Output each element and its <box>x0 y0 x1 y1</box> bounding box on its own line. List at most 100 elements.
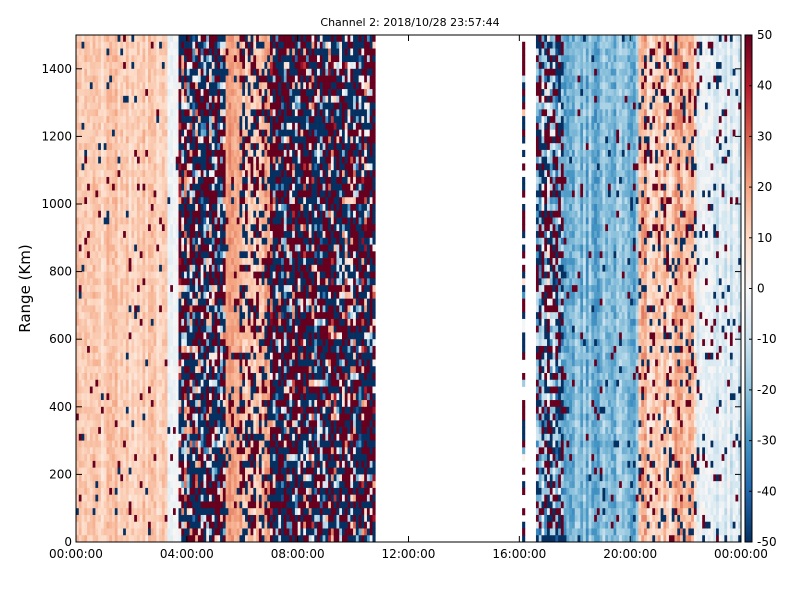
heatmap-cell <box>120 149 124 158</box>
heatmap-cell <box>245 318 249 327</box>
heatmap-cell <box>139 373 143 381</box>
heatmap-cell <box>217 149 221 158</box>
heatmap-cell <box>200 373 204 381</box>
heatmap-cell <box>128 359 132 367</box>
heatmap-cell <box>236 204 240 212</box>
heatmap-cell <box>139 298 143 306</box>
heatmap-cell <box>120 62 124 70</box>
heatmap-cell <box>197 204 202 212</box>
heatmap-cell <box>95 204 99 212</box>
heatmap-cell <box>123 345 127 354</box>
heatmap-cell <box>214 176 218 185</box>
heatmap-cell <box>186 535 190 543</box>
heatmap-cell <box>214 332 218 340</box>
heatmap-cell <box>195 528 199 536</box>
heatmap-cell <box>231 487 235 496</box>
heatmap-cell <box>81 62 85 70</box>
heatmap-cell <box>125 163 129 171</box>
heatmap-cell <box>92 224 96 232</box>
heatmap-cell <box>81 514 85 523</box>
heatmap-cell <box>170 474 174 482</box>
heatmap-cell <box>161 373 166 381</box>
heatmap-cell <box>159 82 163 90</box>
heatmap-cell <box>239 251 243 259</box>
heatmap-cell <box>231 136 235 144</box>
heatmap-cell <box>189 116 193 124</box>
heatmap-cell <box>81 494 85 502</box>
heatmap-cell <box>161 224 166 232</box>
heatmap-cell <box>220 204 224 212</box>
heatmap-cell <box>225 345 229 354</box>
heatmap-cell <box>184 102 188 110</box>
heatmap-cell <box>164 433 168 441</box>
heatmap-cell <box>175 305 179 313</box>
heatmap-cell <box>206 251 210 259</box>
heatmap-cell <box>100 156 105 164</box>
heatmap-cell <box>114 41 118 49</box>
heatmap-cell <box>109 237 113 245</box>
heatmap-cell <box>178 129 182 137</box>
heatmap-cell <box>161 89 166 97</box>
heatmap-cell <box>217 474 221 482</box>
heatmap-cell <box>192 170 196 178</box>
heatmap-cell <box>189 420 193 428</box>
heatmap-cell <box>253 41 257 49</box>
heatmap-cell <box>112 400 116 408</box>
heatmap-cell <box>145 116 149 124</box>
heatmap-cell <box>211 325 215 333</box>
heatmap-cell <box>117 176 121 185</box>
heatmap-cell <box>184 454 188 462</box>
heatmap-cell <box>87 474 91 482</box>
heatmap-cell <box>245 325 249 333</box>
heatmap-cell <box>247 366 251 374</box>
heatmap-cell <box>84 373 88 381</box>
heatmap-cell <box>76 413 80 421</box>
heatmap-cell <box>186 454 190 462</box>
heatmap-cell <box>89 400 93 408</box>
heatmap-cell <box>95 332 99 340</box>
heatmap-cell <box>164 122 168 130</box>
heatmap-cell <box>125 271 129 279</box>
heatmap-cell <box>253 210 257 218</box>
heatmap-cell <box>217 373 221 381</box>
heatmap-cell <box>203 75 207 83</box>
heatmap-cell <box>236 285 240 293</box>
heatmap-cell <box>139 251 143 259</box>
heatmap-cell <box>233 48 238 56</box>
heatmap-cell <box>253 474 257 482</box>
heatmap-cell <box>250 224 254 232</box>
heatmap-cell <box>236 156 240 164</box>
heatmap-cell <box>78 95 82 103</box>
heatmap-cell <box>231 156 235 164</box>
heatmap-cell <box>206 440 210 448</box>
heatmap-cell <box>167 339 171 347</box>
heatmap-cell <box>164 68 168 76</box>
heatmap-cell <box>81 454 85 462</box>
heatmap-cell <box>87 413 91 421</box>
heatmap-cell <box>114 190 118 198</box>
heatmap-cell <box>100 332 105 340</box>
heatmap-cell <box>92 55 96 63</box>
heatmap-cell <box>76 95 80 103</box>
heatmap-cell <box>192 109 196 117</box>
heatmap-cell <box>206 176 210 185</box>
heatmap-cell <box>131 440 135 448</box>
heatmap-cell <box>87 41 91 49</box>
heatmap-cell <box>153 41 157 49</box>
heatmap-cell <box>231 440 235 448</box>
heatmap-cell <box>131 528 135 536</box>
heatmap-cell <box>131 143 135 151</box>
heatmap-cell <box>114 312 118 320</box>
heatmap-cell <box>161 183 166 191</box>
heatmap-cell <box>222 231 226 239</box>
heatmap-cell <box>214 494 218 502</box>
heatmap-cell <box>89 440 93 448</box>
heatmap-cell <box>106 474 110 482</box>
heatmap-cell <box>100 521 105 529</box>
heatmap-cell <box>242 149 246 158</box>
heatmap-cell <box>172 420 177 428</box>
heatmap-cell <box>150 379 154 387</box>
heatmap-cell <box>161 285 166 293</box>
heatmap-cell <box>175 535 179 543</box>
heatmap-cell <box>200 156 204 164</box>
